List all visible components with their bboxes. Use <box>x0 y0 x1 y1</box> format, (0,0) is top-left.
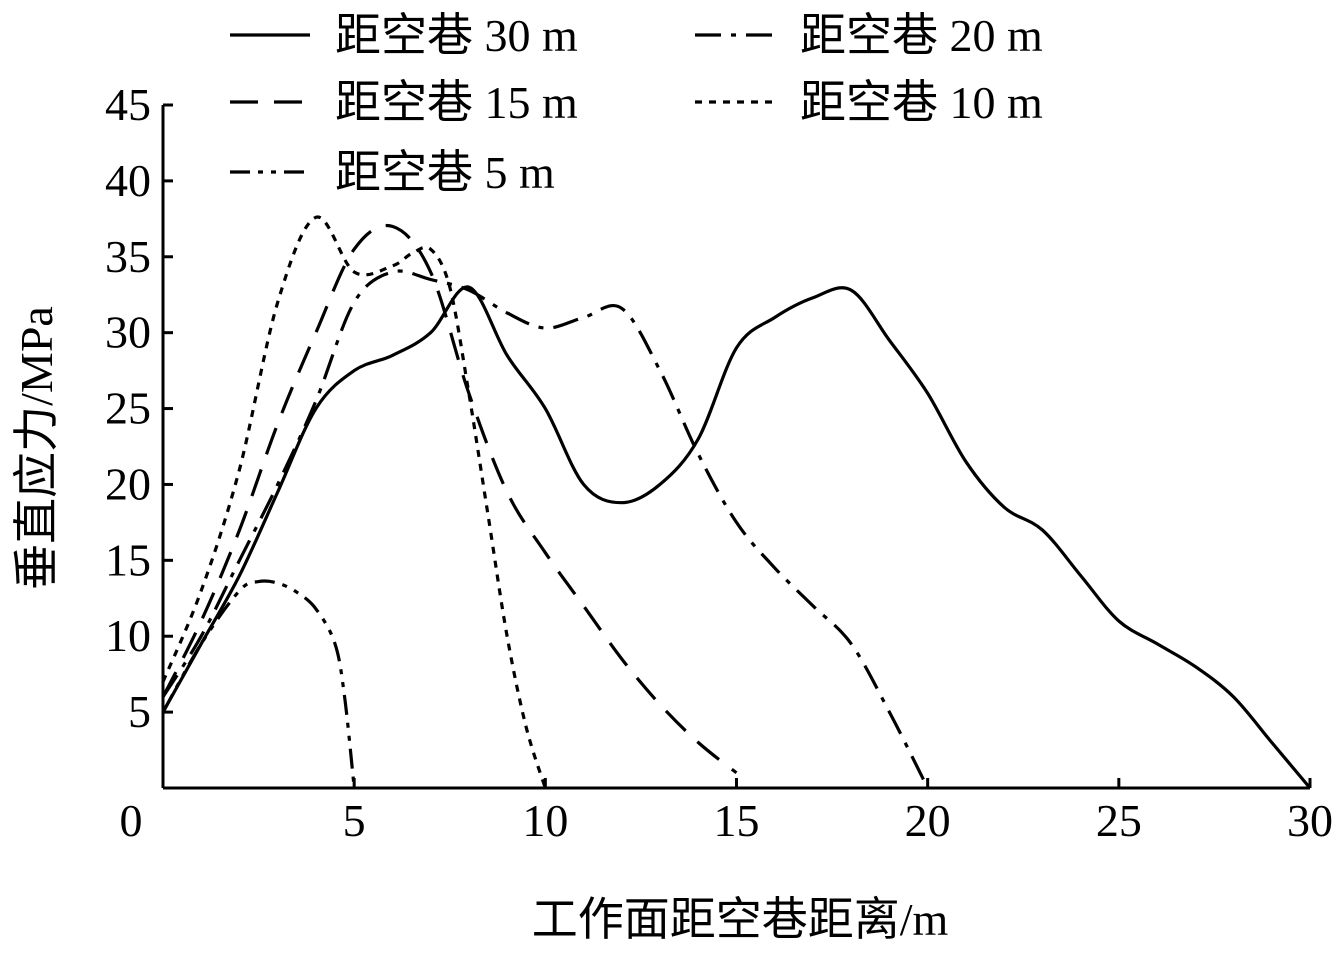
y-tick-label: 15 <box>105 534 151 585</box>
x-tick-label: 20 <box>905 795 951 846</box>
y-tick-label: 25 <box>105 383 151 434</box>
y-tick-label: 45 <box>105 79 151 130</box>
y-tick-label: 40 <box>105 155 151 206</box>
x-tick-label: 30 <box>1287 795 1333 846</box>
x-tick-label: 10 <box>522 795 568 846</box>
x-tick-label: 25 <box>1096 795 1142 846</box>
legend: 距空巷 30 m 距空巷 20 m 距空巷 15 m 距空巷 10 m 距空巷 5 m <box>230 10 1043 198</box>
series-layer <box>161 215 1312 790</box>
x-tick-label: 0 <box>120 795 143 846</box>
x-axis-label: 工作面距空巷距离/m <box>532 894 949 945</box>
x-tick-label: 5 <box>343 795 366 846</box>
y-tick-label: 35 <box>105 231 151 282</box>
y-tick-label: 30 <box>105 307 151 358</box>
series-line-3 <box>161 223 738 775</box>
x-tick-label: 15 <box>714 795 760 846</box>
series-line-2 <box>161 269 930 789</box>
y-tick-label: 5 <box>128 686 151 737</box>
legend-label-5: 距空巷 5 m <box>335 147 555 198</box>
legend-label-3: 距空巷 15 m <box>335 77 578 128</box>
y-axis-label: 垂直应力/MPa <box>11 306 62 590</box>
series-line-4 <box>161 215 547 789</box>
series-line-1 <box>161 285 1312 790</box>
y-tick-label: 20 <box>105 458 151 509</box>
legend-label-4: 距空巷 10 m <box>800 77 1043 128</box>
axes: 5 10 15 20 25 30 35 40 45 0 5 10 15 20 25 30 <box>105 79 1333 846</box>
legend-label-1: 距空巷 30 m <box>335 10 578 61</box>
legend-label-2: 距空巷 20 m <box>800 10 1043 61</box>
y-tick-label: 10 <box>105 610 151 661</box>
